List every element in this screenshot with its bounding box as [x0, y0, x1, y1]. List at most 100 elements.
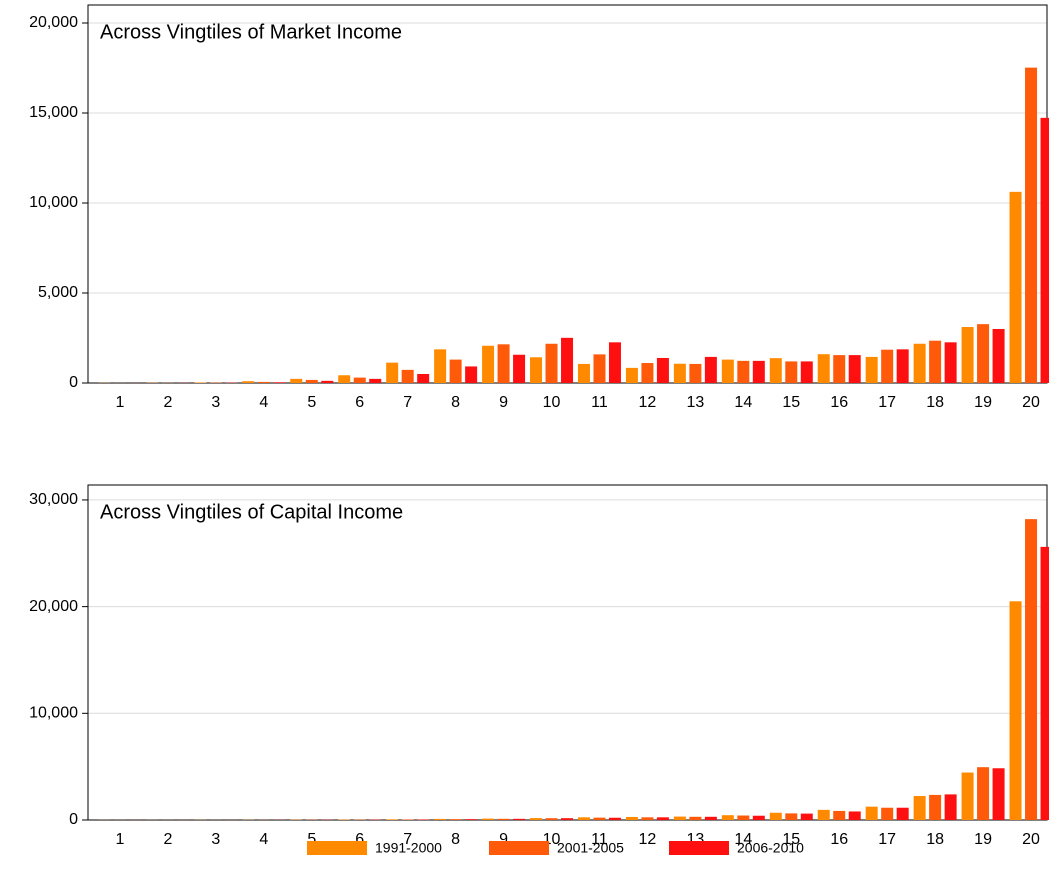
x-tick-label: 6 — [355, 394, 364, 411]
x-tick-label: 11 — [591, 831, 608, 848]
bar — [545, 343, 558, 383]
bar — [386, 362, 399, 383]
bar — [929, 340, 942, 383]
bar — [417, 374, 430, 383]
bar — [992, 329, 1005, 383]
x-tick-label: 7 — [403, 394, 412, 411]
bar — [417, 819, 430, 820]
x-tick-label: 8 — [451, 831, 460, 848]
x-tick-label: 5 — [307, 394, 316, 411]
x-tick-label: 3 — [211, 831, 220, 848]
bar — [1025, 67, 1038, 383]
bar — [752, 815, 765, 820]
y-tick-label: 5,000 — [38, 284, 78, 301]
x-tick-label: 12 — [639, 831, 657, 848]
bar — [769, 812, 782, 820]
bar — [1009, 601, 1022, 820]
bar — [721, 359, 734, 383]
x-tick-label: 17 — [878, 394, 896, 411]
x-tick-label: 7 — [403, 831, 412, 848]
bar — [625, 367, 638, 383]
y-tick-label: 30,000 — [29, 491, 78, 508]
y-tick-label: 10,000 — [29, 705, 78, 722]
bar — [401, 369, 414, 383]
bar — [848, 811, 861, 820]
x-tick-label: 20 — [1022, 831, 1040, 848]
x-tick-label: 5 — [307, 831, 316, 848]
bar — [817, 354, 830, 383]
bar — [465, 366, 478, 383]
y-tick-label: 0 — [69, 374, 78, 391]
y-tick-label: 10,000 — [29, 194, 78, 211]
bar — [1025, 519, 1038, 820]
x-tick-label: 15 — [782, 831, 800, 848]
bar — [482, 818, 495, 820]
x-tick-label: 9 — [499, 394, 508, 411]
bar — [896, 349, 909, 383]
bar — [338, 375, 351, 383]
x-tick-label: 17 — [878, 831, 896, 848]
bar — [321, 380, 334, 383]
bar — [497, 344, 510, 383]
bar — [817, 809, 830, 820]
bar — [800, 813, 813, 820]
bar — [449, 359, 462, 383]
x-tick-label: 18 — [926, 831, 944, 848]
x-tick-label: 18 — [926, 394, 944, 411]
bar — [944, 342, 957, 383]
bar — [992, 768, 1005, 820]
chart-title: Across Vingtiles of Market Income — [100, 21, 402, 43]
x-tick-label: 16 — [830, 831, 848, 848]
bar — [785, 361, 798, 383]
bar — [497, 818, 510, 820]
x-tick-label: 15 — [782, 394, 800, 411]
x-tick-label: 11 — [591, 394, 608, 411]
y-tick-label: 20,000 — [29, 598, 78, 615]
bar — [257, 381, 270, 383]
bar — [656, 357, 669, 383]
bar — [656, 817, 669, 820]
x-tick-label: 13 — [686, 394, 704, 411]
legend-label: 1991-2000 — [375, 840, 442, 856]
bar — [1040, 546, 1049, 820]
bar — [273, 382, 286, 383]
bar — [737, 815, 750, 820]
bar — [673, 363, 686, 383]
bar — [305, 379, 318, 383]
bar — [513, 354, 526, 383]
bar — [608, 342, 621, 383]
bar — [977, 767, 990, 820]
bar — [593, 354, 606, 383]
bar — [577, 817, 590, 820]
bar — [641, 363, 654, 383]
chart-title: Across Vingtiles of Capital Income — [100, 501, 403, 523]
bar — [530, 357, 543, 383]
bar — [977, 324, 990, 383]
x-tick-label: 1 — [116, 831, 125, 848]
x-tick-label: 9 — [499, 831, 508, 848]
bar — [401, 819, 414, 820]
bar — [913, 343, 926, 383]
bar — [913, 795, 926, 820]
legend-swatch — [669, 841, 729, 855]
legend-label: 2006-2010 — [737, 840, 804, 856]
x-tick-label: 19 — [974, 394, 992, 411]
bar — [848, 355, 861, 383]
y-tick-label: 20,000 — [29, 14, 78, 31]
bar — [769, 358, 782, 383]
bar — [689, 816, 702, 820]
x-tick-label: 3 — [211, 394, 220, 411]
x-tick-label: 1 — [116, 394, 125, 411]
bar — [465, 819, 478, 820]
bar — [561, 337, 574, 383]
bar — [833, 810, 846, 820]
bar — [513, 818, 526, 820]
bar — [689, 363, 702, 383]
bar — [625, 817, 638, 820]
y-tick-label: 0 — [69, 811, 78, 828]
legend-swatch — [307, 841, 367, 855]
x-tick-label: 10 — [543, 394, 561, 411]
bar — [593, 817, 606, 820]
x-tick-label: 4 — [259, 831, 268, 848]
plot-frame — [87, 484, 1048, 821]
